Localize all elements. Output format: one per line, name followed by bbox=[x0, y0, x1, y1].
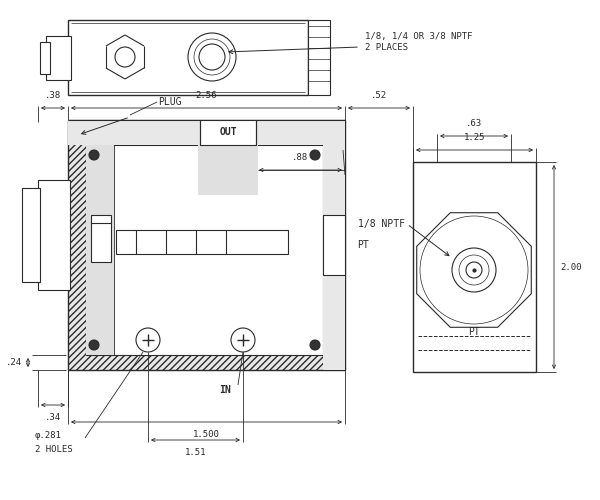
Bar bbox=[40, 42, 50, 74]
Text: 1/8 NPTF: 1/8 NPTF bbox=[358, 219, 405, 229]
Bar bbox=[116, 230, 288, 254]
Text: 1/8, 1/4 OR 3/8 NPTF
2 PLACES: 1/8, 1/4 OR 3/8 NPTF 2 PLACES bbox=[365, 32, 473, 52]
Text: PLUG: PLUG bbox=[158, 97, 182, 107]
Bar bbox=[200, 120, 256, 145]
Text: PT: PT bbox=[357, 240, 369, 250]
Bar bbox=[308, 20, 330, 95]
Bar bbox=[323, 275, 345, 370]
Text: OUT: OUT bbox=[219, 127, 237, 137]
Text: .38: .38 bbox=[45, 91, 61, 100]
Bar bbox=[323, 120, 345, 215]
Text: 1.500: 1.500 bbox=[193, 430, 220, 439]
Bar bbox=[256, 120, 345, 145]
Circle shape bbox=[231, 328, 255, 352]
Text: 2 HOLES: 2 HOLES bbox=[35, 446, 73, 454]
Bar bbox=[91, 215, 111, 223]
Bar bbox=[46, 36, 71, 80]
Text: φ.281: φ.281 bbox=[35, 430, 62, 440]
Circle shape bbox=[310, 340, 320, 350]
Circle shape bbox=[89, 340, 99, 350]
Circle shape bbox=[89, 150, 99, 160]
Bar bbox=[323, 215, 345, 275]
Circle shape bbox=[310, 150, 320, 160]
Bar bbox=[22, 188, 40, 282]
Text: .52: .52 bbox=[371, 91, 387, 100]
Circle shape bbox=[136, 328, 160, 352]
Text: 1.25: 1.25 bbox=[464, 133, 485, 142]
Text: .24: .24 bbox=[6, 358, 22, 367]
Text: .88: .88 bbox=[292, 153, 308, 162]
Text: .63: .63 bbox=[466, 119, 482, 128]
Bar bbox=[38, 180, 70, 290]
Bar bbox=[68, 20, 308, 95]
Text: PT: PT bbox=[468, 327, 480, 337]
Text: .34: .34 bbox=[45, 413, 61, 422]
Bar bbox=[413, 162, 536, 372]
Bar bbox=[68, 120, 200, 145]
Bar bbox=[86, 145, 114, 355]
Text: 1.51: 1.51 bbox=[185, 448, 206, 457]
Text: 2.00: 2.00 bbox=[560, 262, 581, 272]
Text: IN: IN bbox=[219, 385, 231, 395]
Polygon shape bbox=[417, 212, 531, 328]
Bar bbox=[91, 222, 111, 262]
Bar bbox=[86, 145, 323, 355]
Bar bbox=[68, 120, 345, 370]
Bar bbox=[198, 145, 258, 195]
Text: 2.56: 2.56 bbox=[196, 91, 217, 100]
